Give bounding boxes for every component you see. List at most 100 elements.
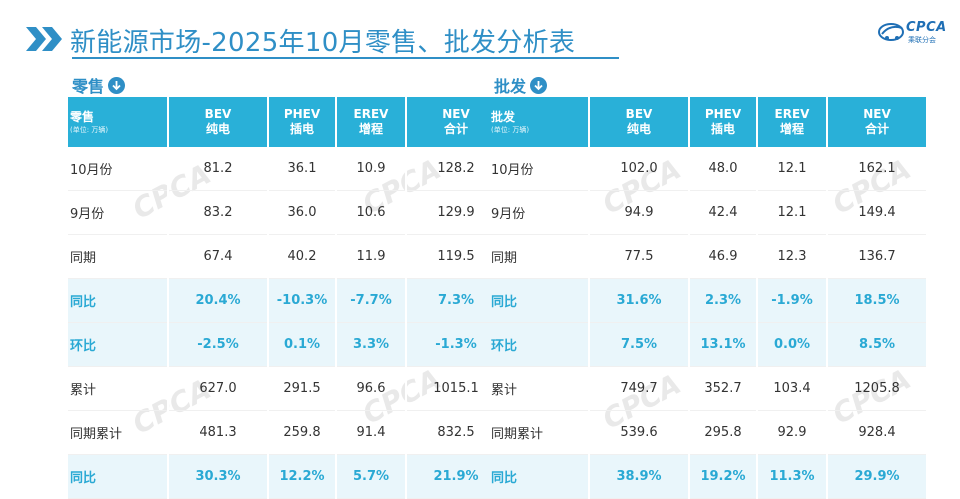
table-cell: -1.9% (757, 278, 828, 323)
table-cell: 19.2% (689, 454, 758, 499)
row-label: 环比 (68, 322, 169, 367)
row-label: 累计 (68, 366, 169, 411)
row-label: 9月份 (68, 190, 169, 235)
arrow-down-circle-icon (530, 76, 548, 94)
table-cell: 7.5% (589, 322, 690, 367)
table-cell: 539.6 (589, 410, 690, 455)
table-cell: 136.7 (827, 234, 928, 279)
table-cell: 48.0 (689, 147, 758, 191)
col-code: EREV (353, 107, 389, 121)
col-name: 增程 (779, 122, 804, 136)
table-cell: 77.5 (589, 234, 690, 279)
table-row: 10月份 81.2 36.1 10.9 128.2 (68, 147, 507, 191)
table-cell: 91.4 (336, 410, 407, 455)
row-label: 同期累计 (68, 410, 169, 455)
col-name: 合计 (443, 122, 468, 136)
wholesale-corner-title: 批发 (491, 109, 516, 124)
table-cell: -7.7% (336, 278, 407, 323)
col-code: NEV (863, 107, 891, 121)
table-row: 同期累计 539.6 295.8 92.9 928.4 (489, 410, 928, 455)
row-label: 同比 (68, 454, 169, 499)
table-cell: 92.9 (757, 410, 828, 455)
col-code: EREV (774, 107, 810, 121)
wholesale-col-header: NEV 合计 (827, 97, 928, 147)
wholesale-section-label: 批发 (494, 73, 548, 97)
col-code: PHEV (283, 107, 321, 121)
arrow-down-circle-icon (108, 76, 126, 94)
table-cell: 12.1 (757, 147, 828, 191)
col-code: NEV (442, 107, 470, 121)
table-row: 同期 77.5 46.9 12.3 136.7 (489, 234, 928, 279)
table-row: 环比 7.5% 13.1% 0.0% 8.5% (489, 322, 928, 367)
row-label: 环比 (489, 322, 590, 367)
row-label: 同期 (489, 234, 590, 279)
table-cell: 83.2 (168, 190, 269, 235)
table-cell: 627.0 (168, 366, 269, 411)
row-label: 累计 (489, 366, 590, 411)
retail-header-corner: 零售 (单位: 万辆) (68, 97, 169, 147)
wholesale-col-header: EREV 增程 (757, 97, 828, 147)
table-cell: 162.1 (827, 147, 928, 191)
row-label: 同比 (489, 454, 590, 499)
retail-corner-title: 零售 (70, 109, 95, 124)
table-row: 同比 38.9% 19.2% 11.3% 29.9% (489, 454, 928, 499)
wholesale-table-body: 10月份 102.0 48.0 12.1 162.1 9月份 94.9 42.4 12.1 149… (489, 147, 928, 499)
table-cell: 481.3 (168, 410, 269, 455)
table-row: 同比 31.6% 2.3% -1.9% 18.5% (489, 278, 928, 323)
table-cell: 102.0 (589, 147, 690, 191)
wholesale-header-row: 批发 (单位: 万辆) BEV 纯电 PHEV 插电 EREV 增程 NEV 合计 (489, 97, 928, 147)
table-cell: 291.5 (268, 366, 337, 411)
title-underline (72, 57, 619, 59)
table-cell: 3.3% (336, 322, 407, 367)
wholesale-header-corner: 批发 (单位: 万辆) (489, 97, 590, 147)
retail-header-row: 零售 (单位: 万辆) BEV 纯电 PHEV 插电 EREV 增程 NEV 合计 (68, 97, 507, 147)
table-cell: 10.9 (336, 147, 407, 191)
table-row: 环比 -2.5% 0.1% 3.3% -1.3% (68, 322, 507, 367)
col-name: 增程 (358, 122, 383, 136)
table-cell: 46.9 (689, 234, 758, 279)
table-cell: 103.4 (757, 366, 828, 411)
cpca-logo: CPCA 乘联分会 (878, 18, 946, 46)
col-name: 合计 (864, 122, 889, 136)
table-cell: 295.8 (689, 410, 758, 455)
table-cell: 749.7 (589, 366, 690, 411)
retail-table: 零售 (单位: 万辆) BEV 纯电 PHEV 插电 EREV 增程 NEV 合计 10… (68, 97, 507, 499)
car-logo-icon (878, 23, 904, 41)
table-cell: 30.3% (168, 454, 269, 499)
row-label: 同期 (68, 234, 169, 279)
table-cell: 18.5% (827, 278, 928, 323)
table-cell: 5.7% (336, 454, 407, 499)
table-cell: 29.9% (827, 454, 928, 499)
retail-section-label: 零售 (72, 73, 126, 97)
table-row: 同比 30.3% 12.2% 5.7% 21.9% (68, 454, 507, 499)
table-cell: -10.3% (268, 278, 337, 323)
table-row: 10月份 102.0 48.0 12.1 162.1 (489, 147, 928, 191)
table-row: 累计 627.0 291.5 96.6 1015.1 (68, 366, 507, 411)
double-chevron-icon (26, 27, 62, 51)
table-cell: 352.7 (689, 366, 758, 411)
col-name: 纯电 (205, 122, 230, 136)
retail-col-header: PHEV 插电 (268, 97, 337, 147)
wholesale-unit-note: (单位: 万辆) (491, 125, 530, 134)
table-row: 同比 20.4% -10.3% -7.7% 7.3% (68, 278, 507, 323)
table-cell: -2.5% (168, 322, 269, 367)
row-label: 同比 (68, 278, 169, 323)
table-cell: 96.6 (336, 366, 407, 411)
wholesale-label-text: 批发 (494, 77, 527, 96)
table-cell: 12.1 (757, 190, 828, 235)
table-cell: 36.0 (268, 190, 337, 235)
page-title: 新能源市场-2025年10月零售、批发分析表 (70, 28, 576, 58)
table-cell: 38.9% (589, 454, 690, 499)
retail-col-header: EREV 增程 (336, 97, 407, 147)
retail-unit-note: (单位: 万辆) (70, 125, 109, 134)
retail-col-header: BEV 纯电 (168, 97, 269, 147)
table-cell: 81.2 (168, 147, 269, 191)
table-row: 累计 749.7 352.7 103.4 1205.8 (489, 366, 928, 411)
table-cell: 11.9 (336, 234, 407, 279)
table-cell: 259.8 (268, 410, 337, 455)
table-cell: 20.4% (168, 278, 269, 323)
row-label: 同比 (489, 278, 590, 323)
table-row: 同期累计 481.3 259.8 91.4 832.5 (68, 410, 507, 455)
table-cell: 0.0% (757, 322, 828, 367)
table-cell: 10.6 (336, 190, 407, 235)
